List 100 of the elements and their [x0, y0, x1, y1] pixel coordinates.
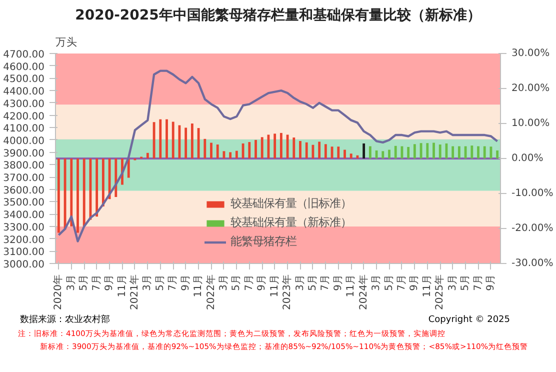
y-tick-label: 3900.00: [3, 148, 45, 160]
bar: [216, 144, 219, 158]
x-tick-label: 5月: [231, 274, 242, 291]
bar: [496, 150, 499, 158]
bar: [260, 137, 264, 158]
bar: [70, 158, 73, 226]
x-tick-label: 9月: [485, 274, 496, 291]
bar: [452, 146, 454, 158]
y-tick-label: 4400.00: [3, 86, 45, 98]
y-axis-title: 万头: [56, 36, 78, 48]
y-tick-label: 4100.00: [3, 124, 45, 135]
y2-tick-label: -10.00%: [512, 188, 554, 199]
bar: [210, 142, 212, 158]
x-tick-label: 7月: [472, 274, 484, 291]
x-tick-label: 5月: [154, 274, 166, 291]
bar: [172, 122, 174, 158]
legend-label: 较基础保有量（旧标准）: [230, 196, 352, 211]
x-tick-label: 2022年: [204, 274, 217, 310]
bar: [204, 138, 206, 158]
x-tick-label: 11月: [422, 274, 433, 298]
bar: [82, 158, 86, 226]
legend-label: 能繁母猪存栏: [230, 234, 296, 249]
y-tick-label: 4200.00: [3, 111, 45, 122]
x-tick-label: 7月: [168, 274, 179, 291]
bar: [305, 142, 308, 158]
x-tick-label: 3月: [66, 274, 77, 291]
x-tick-label: 5月: [384, 274, 395, 291]
bar: [127, 158, 130, 178]
x-tick-label: 11月: [116, 274, 128, 298]
x-tick-label: 9月: [180, 274, 192, 291]
bar: [76, 158, 79, 233]
x-tick-label: 2024年: [357, 274, 370, 310]
text: Copyright © 2025: [428, 314, 510, 327]
y-tick-label: 3300.00: [3, 222, 45, 234]
x-tick-label: 2021年: [128, 274, 140, 310]
x-tick-label: 11月: [193, 274, 204, 298]
y-tick-label: 3100.00: [3, 247, 45, 258]
x-tick-label: 2020年: [52, 274, 64, 310]
bar: [292, 138, 296, 158]
y2-tick-label: 0.00%: [512, 153, 544, 164]
y-tick-label: 3200.00: [3, 234, 45, 246]
bar: [235, 150, 238, 158]
x-tick-label: 2023年: [281, 274, 294, 310]
x-tick-label: 9月: [256, 274, 268, 291]
bar: [470, 146, 474, 158]
x-tick-label: 9月: [409, 274, 420, 291]
bar: [368, 146, 372, 158]
bar: [96, 158, 98, 217]
bar: [146, 152, 149, 158]
bar: [274, 134, 276, 158]
x-tick-label: 3月: [447, 274, 458, 291]
bar: [318, 142, 321, 158]
legend-label: 较基础保有量（新标准）: [230, 215, 352, 230]
bar: [426, 143, 429, 158]
bar: [477, 146, 480, 158]
x-tick-label: 3月: [294, 274, 306, 291]
x-tick-label: 9月: [332, 274, 344, 291]
y2-tick-label: -30.00%: [512, 258, 554, 269]
bar: [159, 119, 162, 158]
bar: [413, 144, 416, 158]
x-tick-label: 3月: [371, 274, 382, 291]
bar: [432, 142, 435, 158]
x-tick-label: 5月: [307, 274, 318, 291]
bar: [407, 146, 410, 158]
y-tick-label: 4500.00: [3, 74, 45, 86]
y-tick-label: 4000.00: [3, 136, 45, 147]
bar: [324, 144, 327, 158]
bar: [166, 119, 168, 158]
bar: [388, 150, 390, 158]
y2-tick-label: -20.00%: [512, 223, 554, 234]
bar: [229, 152, 232, 158]
y-tick-label: 4700.00: [3, 50, 45, 60]
chart-title: 2020-2025年中国能繁母猪存栏量和基础保有量比较（新标准）: [75, 6, 481, 24]
x-tick-label: 11月: [269, 274, 280, 298]
x-tick-label: 3月: [218, 274, 230, 291]
bar: [483, 146, 486, 158]
y2-tick-label: 10.00%: [512, 118, 550, 129]
bar: [184, 128, 188, 158]
bar: [254, 140, 257, 158]
bar: [280, 132, 282, 158]
x-tick-label: 7月: [244, 274, 255, 291]
y2-tick-label: 20.00%: [512, 83, 550, 94]
bar: [438, 144, 442, 158]
y-tick-label: 3600.00: [3, 185, 45, 196]
x-tick-label: 7月: [320, 274, 332, 291]
y-tick-label: 4300.00: [3, 98, 45, 110]
bar: [337, 146, 340, 158]
x-tick-label: 11月: [346, 274, 357, 298]
x-tick-label: 5月: [460, 274, 472, 291]
y-tick-label: 3000.00: [3, 260, 45, 270]
bar: [190, 124, 194, 158]
x-tick-label: 3月: [142, 274, 154, 291]
y-tick-label: 3700.00: [3, 173, 45, 184]
y-tick-label: 3800.00: [3, 160, 45, 172]
source-note: 数据来源：农业农村部: [20, 314, 110, 327]
x-tick-label: 7月: [91, 274, 102, 291]
bar: [382, 151, 384, 158]
y-tick-label: 4600.00: [3, 62, 45, 73]
y-tick-label: 3500.00: [3, 198, 45, 209]
bar: [299, 141, 302, 158]
